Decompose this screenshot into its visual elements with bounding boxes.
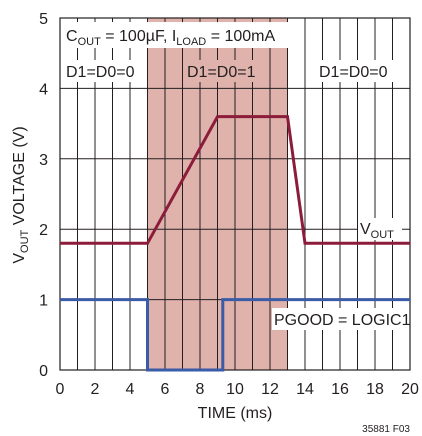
- y-tick-label: 4: [39, 81, 48, 98]
- x-tick-label: 6: [161, 381, 170, 398]
- region-left-label: D1=D0=0: [66, 64, 135, 81]
- x-tick-label: 12: [261, 381, 279, 398]
- vout-label-bg: [358, 218, 402, 240]
- y-tick-label: 0: [39, 363, 48, 380]
- x-tick-label: 20: [401, 381, 419, 398]
- x-tick-label: 8: [196, 381, 205, 398]
- region-mid-label: D1=D0=1: [187, 64, 256, 81]
- conditions-box: [62, 22, 288, 48]
- x-tick-label: 14: [296, 381, 314, 398]
- y-tick-label: 2: [39, 222, 48, 239]
- x-tick-label: 2: [91, 381, 100, 398]
- region-mid-bg: [184, 60, 262, 82]
- series-vout-line: [60, 115, 410, 245]
- x-tick-label: 10: [226, 381, 244, 398]
- region-right-bg: [316, 60, 394, 82]
- x-axis-label: TIME (ms): [198, 405, 273, 422]
- y-axis-label: VOUT VOLTAGE (V): [11, 126, 31, 263]
- region-left-bg: [64, 60, 138, 82]
- x-tick-label: 16: [331, 381, 349, 398]
- pgood-label-bg: [272, 308, 408, 330]
- vout-label: VOUT: [360, 221, 394, 241]
- y-tick-label: 1: [39, 293, 48, 310]
- y-tick-label: 3: [39, 152, 48, 169]
- region-right-label: D1=D0=0: [319, 64, 388, 81]
- x-tick-label: 4: [126, 381, 135, 398]
- plot-frame: [59, 17, 411, 371]
- x-tick-label: 18: [366, 381, 384, 398]
- series-pgood-line: [60, 298, 410, 372]
- pgood-label: PGOOD = LOGIC1: [274, 312, 411, 329]
- conditions-text: COUT = 100µF, ILOAD = 100mA: [66, 28, 276, 48]
- figure-id: 35881 F03: [362, 424, 410, 435]
- x-tick-label: 0: [56, 381, 65, 398]
- y-tick-label: 5: [39, 11, 48, 28]
